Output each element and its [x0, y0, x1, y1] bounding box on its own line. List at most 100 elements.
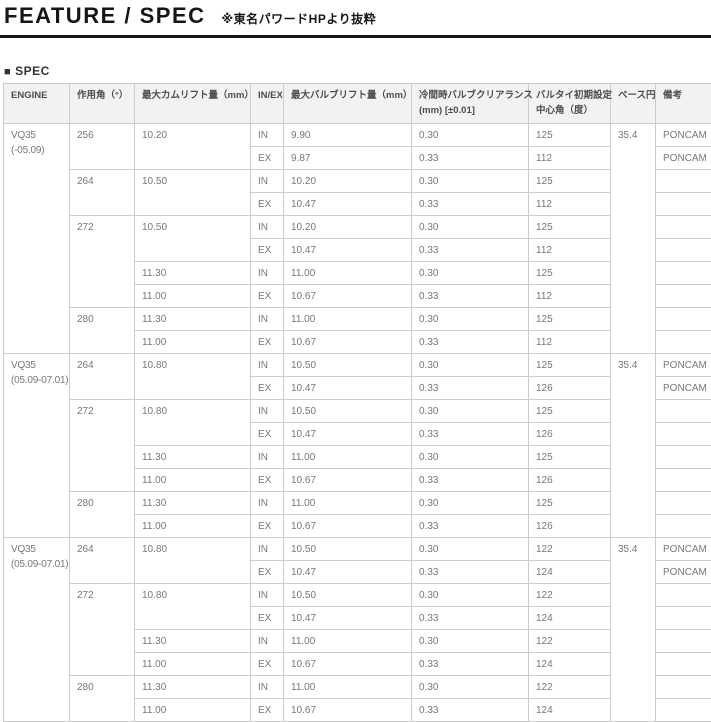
page-header: FEATURE / SPEC ※東名パワードHPより抜粋 — [0, 0, 711, 38]
note-cell — [656, 676, 711, 699]
note-cell — [656, 285, 711, 308]
center-angle-cell: 125 — [529, 354, 611, 377]
clearance-cell: 0.30 — [412, 124, 529, 147]
duration-cell: 264 — [70, 538, 135, 584]
center-angle-cell: 124 — [529, 607, 611, 630]
note-cell: PONCAM — [656, 354, 711, 377]
note-cell — [656, 216, 711, 239]
spec-section-label: ■SPEC — [4, 64, 711, 78]
note-cell — [656, 630, 711, 653]
valve-lift-cell: 10.67 — [284, 515, 412, 538]
clearance-cell: 0.30 — [412, 354, 529, 377]
center-angle-cell: 125 — [529, 308, 611, 331]
in-ex-cell: IN — [251, 170, 284, 193]
duration-cell: 272 — [70, 400, 135, 492]
clearance-cell: 0.30 — [412, 262, 529, 285]
engine-name: VQ35 — [11, 360, 67, 371]
in-ex-cell: IN — [251, 446, 284, 469]
center-angle-cell: 124 — [529, 699, 611, 722]
valve-lift-cell: 11.00 — [284, 492, 412, 515]
note-cell — [656, 492, 711, 515]
clearance-cell: 0.30 — [412, 492, 529, 515]
in-ex-cell: IN — [251, 262, 284, 285]
duration-cell: 280 — [70, 492, 135, 538]
valve-lift-cell: 10.47 — [284, 607, 412, 630]
valve-lift-cell: 10.67 — [284, 653, 412, 676]
center-angle-cell: 122 — [529, 538, 611, 561]
valve-lift-cell: 10.50 — [284, 538, 412, 561]
cam-lift-cell: 11.00 — [135, 699, 251, 722]
valve-lift-cell: 11.00 — [284, 308, 412, 331]
clearance-cell: 0.30 — [412, 630, 529, 653]
valve-lift-cell: 10.50 — [284, 400, 412, 423]
cam-lift-cell: 11.00 — [135, 469, 251, 492]
in-ex-cell: IN — [251, 216, 284, 239]
note-cell — [656, 262, 711, 285]
in-ex-cell: EX — [251, 239, 284, 262]
clearance-cell: 0.33 — [412, 515, 529, 538]
page-title: FEATURE / SPEC — [4, 3, 206, 29]
column-header: 冷間時バルブクリアランス (mm) [±0.01] — [412, 84, 529, 124]
engine-cell: VQ35 (-05.09) — [4, 124, 70, 354]
in-ex-cell: EX — [251, 423, 284, 446]
clearance-cell: 0.33 — [412, 423, 529, 446]
valve-lift-cell: 10.47 — [284, 561, 412, 584]
clearance-cell: 0.30 — [412, 170, 529, 193]
engine-period: (-05.09) — [11, 145, 67, 156]
note-cell — [656, 515, 711, 538]
valve-lift-cell: 10.67 — [284, 469, 412, 492]
valve-lift-cell: 10.47 — [284, 377, 412, 400]
note-cell — [656, 653, 711, 676]
center-angle-cell: 125 — [529, 446, 611, 469]
valve-lift-cell: 10.20 — [284, 216, 412, 239]
note-cell: PONCAM — [656, 538, 711, 561]
engine-name: VQ35 — [11, 130, 67, 141]
in-ex-cell: IN — [251, 630, 284, 653]
in-ex-cell: IN — [251, 400, 284, 423]
center-angle-cell: 125 — [529, 400, 611, 423]
clearance-cell: 0.30 — [412, 216, 529, 239]
center-angle-cell: 112 — [529, 331, 611, 354]
in-ex-cell: EX — [251, 193, 284, 216]
in-ex-cell: EX — [251, 561, 284, 584]
cam-lift-cell: 11.30 — [135, 630, 251, 653]
center-angle-cell: 112 — [529, 239, 611, 262]
valve-lift-cell: 11.00 — [284, 676, 412, 699]
center-angle-cell: 126 — [529, 469, 611, 492]
clearance-cell: 0.33 — [412, 607, 529, 630]
clearance-cell: 0.33 — [412, 561, 529, 584]
in-ex-cell: EX — [251, 515, 284, 538]
center-angle-cell: 112 — [529, 147, 611, 170]
in-ex-cell: EX — [251, 147, 284, 170]
in-ex-cell: EX — [251, 469, 284, 492]
center-angle-cell: 112 — [529, 193, 611, 216]
column-header: バルタイ初期設定 中心角（度） — [529, 84, 611, 124]
cam-lift-cell: 11.30 — [135, 492, 251, 515]
in-ex-cell: EX — [251, 285, 284, 308]
note-cell — [656, 331, 711, 354]
center-angle-cell: 124 — [529, 561, 611, 584]
valve-lift-cell: 10.67 — [284, 699, 412, 722]
valve-lift-cell: 10.47 — [284, 193, 412, 216]
column-header: 最大バルブリフト量（mm） — [284, 84, 412, 124]
cam-lift-cell: 11.30 — [135, 308, 251, 331]
cam-lift-cell: 10.50 — [135, 216, 251, 262]
cam-lift-cell: 10.80 — [135, 354, 251, 400]
duration-cell: 272 — [70, 584, 135, 676]
engine-period: (05.09-07.01) — [11, 375, 67, 386]
duration-cell: 256 — [70, 124, 135, 170]
engine-name: VQ35 — [11, 544, 67, 555]
note-cell — [656, 239, 711, 262]
in-ex-cell: EX — [251, 377, 284, 400]
valve-lift-cell: 10.20 — [284, 170, 412, 193]
